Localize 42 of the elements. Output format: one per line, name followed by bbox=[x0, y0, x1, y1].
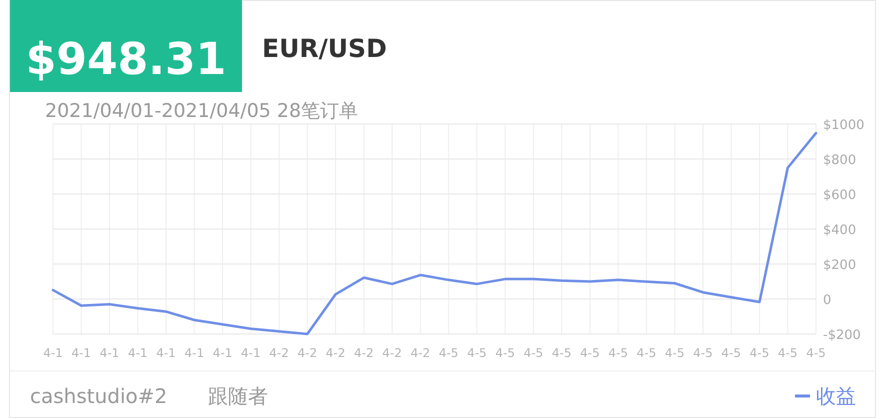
x-tick-label: 4-1 bbox=[156, 346, 176, 360]
x-tick-label: 4-5 bbox=[552, 346, 572, 360]
x-tick-label: 4-1 bbox=[128, 346, 148, 360]
x-tick-label: 4-1 bbox=[100, 346, 120, 360]
x-tick-label: 4-1 bbox=[212, 346, 232, 360]
x-tick-label: 4-5 bbox=[524, 346, 544, 360]
chart-title: $948.31 bbox=[26, 34, 226, 85]
x-tick-label: 4-1 bbox=[241, 346, 261, 360]
y-tick-label: 0 bbox=[823, 293, 832, 308]
text: cashstudio#2 bbox=[30, 384, 168, 408]
line-series bbox=[52, 132, 818, 336]
x-tick-label: 4-1 bbox=[184, 346, 204, 360]
y-tick-label: $400 bbox=[823, 223, 856, 238]
x-tick-label: 4-2 bbox=[326, 346, 346, 360]
x-tick-label: 4-2 bbox=[298, 346, 318, 360]
y-tick-label: $600 bbox=[823, 188, 856, 203]
x-tick-label: 4-5 bbox=[495, 346, 515, 360]
x-tick-label: 4-5 bbox=[664, 346, 685, 360]
x-tick-label: 4-1 bbox=[71, 346, 92, 360]
y-tick-label: $800 bbox=[823, 153, 856, 168]
x-tick-label: 4-2 bbox=[382, 346, 402, 360]
x-tick-label: 4-5 bbox=[721, 346, 742, 360]
chart-subtitle: EUR/USD bbox=[262, 34, 387, 63]
x-tick-label: 4-1 bbox=[43, 346, 63, 360]
x-tick-label: 4-5 bbox=[438, 346, 458, 360]
text: 跟随者 bbox=[208, 384, 268, 408]
x-tick-label: 4-5 bbox=[778, 346, 798, 360]
y-tick-label: -$200 bbox=[823, 328, 861, 343]
y-tick-label: $200 bbox=[823, 258, 856, 273]
x-tick-label: 4-5 bbox=[806, 346, 826, 360]
x-tick-label: 4-2 bbox=[410, 346, 430, 360]
x-tick-label: 4-5 bbox=[467, 346, 487, 360]
y-tick-label: $1000 bbox=[823, 118, 864, 133]
x-tick-label: 4-5 bbox=[608, 346, 628, 360]
x-tick-label: 4-5 bbox=[693, 346, 713, 360]
text: 2021/04/01-2021/04/05 28笔订单 bbox=[45, 100, 358, 122]
x-tick-label: 4-2 bbox=[354, 346, 374, 360]
x-tick-label: 4-5 bbox=[636, 346, 656, 360]
x-tick-label: 4-5 bbox=[580, 346, 600, 360]
x-tick-label: 4-2 bbox=[269, 346, 289, 360]
x-tick-label: 4-5 bbox=[750, 346, 770, 360]
legend-label: 收益 bbox=[816, 384, 856, 408]
